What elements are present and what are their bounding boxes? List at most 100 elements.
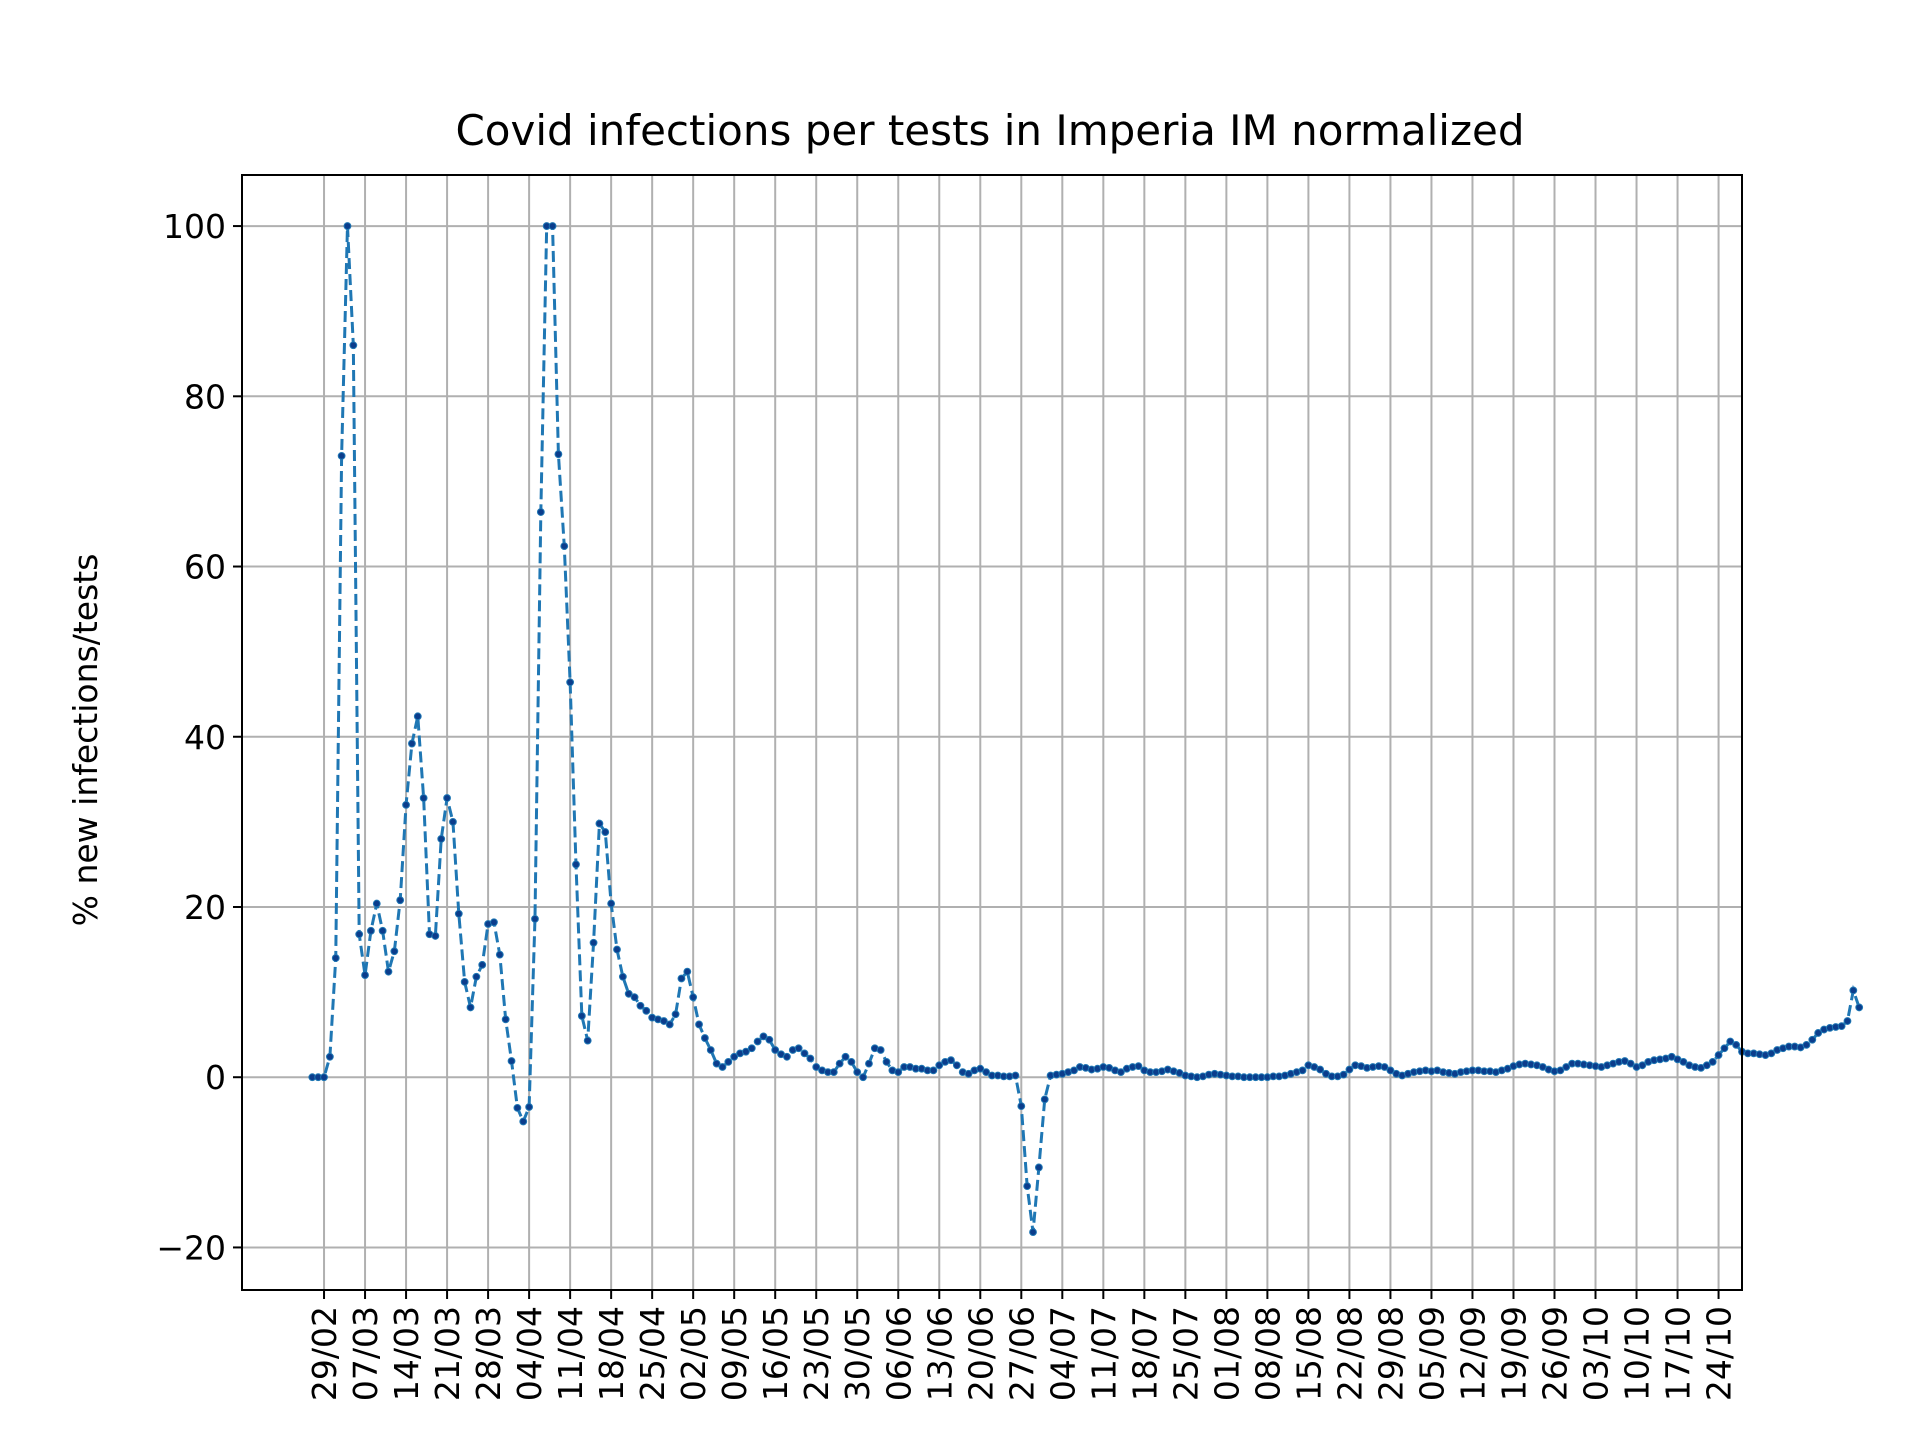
data-point	[1849, 986, 1858, 995]
x-tick-label: 19/09	[1494, 1306, 1533, 1401]
data-point	[320, 1073, 328, 1082]
y-tick-label: 20	[184, 888, 226, 927]
x-tick-label: 12/09	[1453, 1306, 1492, 1401]
data-point	[1802, 1040, 1811, 1049]
data-point	[1556, 1066, 1565, 1075]
data-point	[624, 989, 633, 998]
data-point	[1814, 1029, 1823, 1037]
data-point	[367, 926, 375, 935]
data-point	[454, 909, 463, 918]
x-tick-label: 18/07	[1125, 1306, 1164, 1401]
data-point	[577, 1012, 586, 1020]
data-point	[513, 1103, 522, 1112]
x-tick-label: 06/06	[879, 1306, 918, 1401]
data-point	[607, 899, 616, 908]
data-point	[1316, 1065, 1325, 1074]
data-point	[1843, 1017, 1852, 1025]
data-point	[1732, 1040, 1741, 1049]
data-point	[519, 1117, 528, 1126]
x-tick-label: 14/03	[387, 1306, 426, 1401]
x-tick-label: 02/05	[674, 1306, 713, 1401]
x-tick-label: 08/08	[1248, 1306, 1287, 1401]
data-point	[618, 972, 627, 981]
data-point	[589, 938, 598, 947]
data-point	[783, 1052, 791, 1061]
data-point	[548, 222, 557, 230]
data-point	[431, 932, 440, 940]
data-point	[882, 1057, 891, 1066]
x-tick-label: 24/10	[1700, 1306, 1739, 1401]
data-point	[812, 1063, 821, 1071]
data-point	[1345, 1065, 1354, 1074]
x-tick-label: 25/04	[633, 1306, 672, 1401]
data-point	[671, 1010, 680, 1019]
chart-title: Covid infections per tests in Imperia IM…	[455, 106, 1524, 155]
data-point	[847, 1057, 856, 1066]
y-tick-label: 0	[205, 1058, 226, 1097]
data-point	[1808, 1035, 1817, 1044]
data-point	[1023, 1182, 1032, 1191]
data-point	[613, 945, 621, 954]
data-point	[1767, 1049, 1776, 1058]
x-tick-label: 23/05	[797, 1306, 836, 1401]
x-tick-label: 27/06	[1002, 1306, 1041, 1401]
y-tick-label: 80	[184, 377, 226, 416]
data-point	[718, 1063, 727, 1071]
plot-frame	[241, 174, 1743, 1291]
data-point	[1298, 1066, 1307, 1075]
data-point	[835, 1059, 844, 1068]
data-point	[466, 1003, 475, 1012]
x-tick-label: 04/07	[1043, 1306, 1082, 1401]
data-point	[659, 1017, 668, 1025]
x-tick-label: 18/04	[592, 1306, 631, 1401]
y-tick-label: −20	[156, 1228, 226, 1267]
series-line	[312, 224, 1861, 1233]
data-point	[929, 1066, 938, 1075]
data-point	[695, 1020, 703, 1029]
data-point	[531, 915, 539, 923]
data-point	[490, 918, 498, 927]
data-point	[765, 1035, 774, 1044]
x-tick-label: 21/03	[428, 1306, 467, 1401]
data-point	[1117, 1068, 1125, 1077]
data-point	[806, 1054, 815, 1063]
data-point	[566, 678, 575, 687]
data-point	[331, 954, 340, 962]
data-point	[952, 1061, 961, 1070]
data-point	[536, 508, 545, 516]
data-point	[437, 834, 446, 843]
data-point	[460, 977, 469, 986]
data-point	[378, 926, 387, 935]
data-point	[1626, 1059, 1635, 1068]
data-point	[859, 1073, 867, 1082]
data-point	[894, 1068, 903, 1077]
data-point	[1679, 1057, 1688, 1066]
data-point	[472, 972, 481, 981]
x-tick-label: 30/05	[838, 1306, 877, 1401]
data-point	[419, 794, 428, 802]
x-tick-label: 17/10	[1659, 1306, 1698, 1401]
data-point	[583, 1036, 592, 1045]
data-point	[1011, 1071, 1020, 1080]
x-tick-label: 16/05	[756, 1306, 795, 1401]
x-tick-label: 13/06	[920, 1306, 959, 1401]
data-point	[1708, 1057, 1717, 1066]
data-point	[595, 819, 604, 828]
axes	[233, 174, 1743, 1299]
data-point	[560, 542, 569, 550]
data-point	[689, 993, 698, 1002]
data-point	[853, 1068, 862, 1077]
data-point	[572, 860, 580, 869]
y-tick-label: 100	[163, 207, 226, 246]
data-point	[1134, 1062, 1143, 1071]
data-point	[1040, 1095, 1049, 1104]
x-tick-label: 29/02	[305, 1306, 344, 1401]
data-point	[1339, 1070, 1348, 1079]
data-point	[355, 930, 364, 939]
data-point	[1562, 1063, 1571, 1071]
data-point	[443, 794, 451, 802]
data-point	[753, 1037, 762, 1046]
x-tick-label: 29/08	[1371, 1306, 1410, 1401]
data-point	[1070, 1066, 1078, 1075]
